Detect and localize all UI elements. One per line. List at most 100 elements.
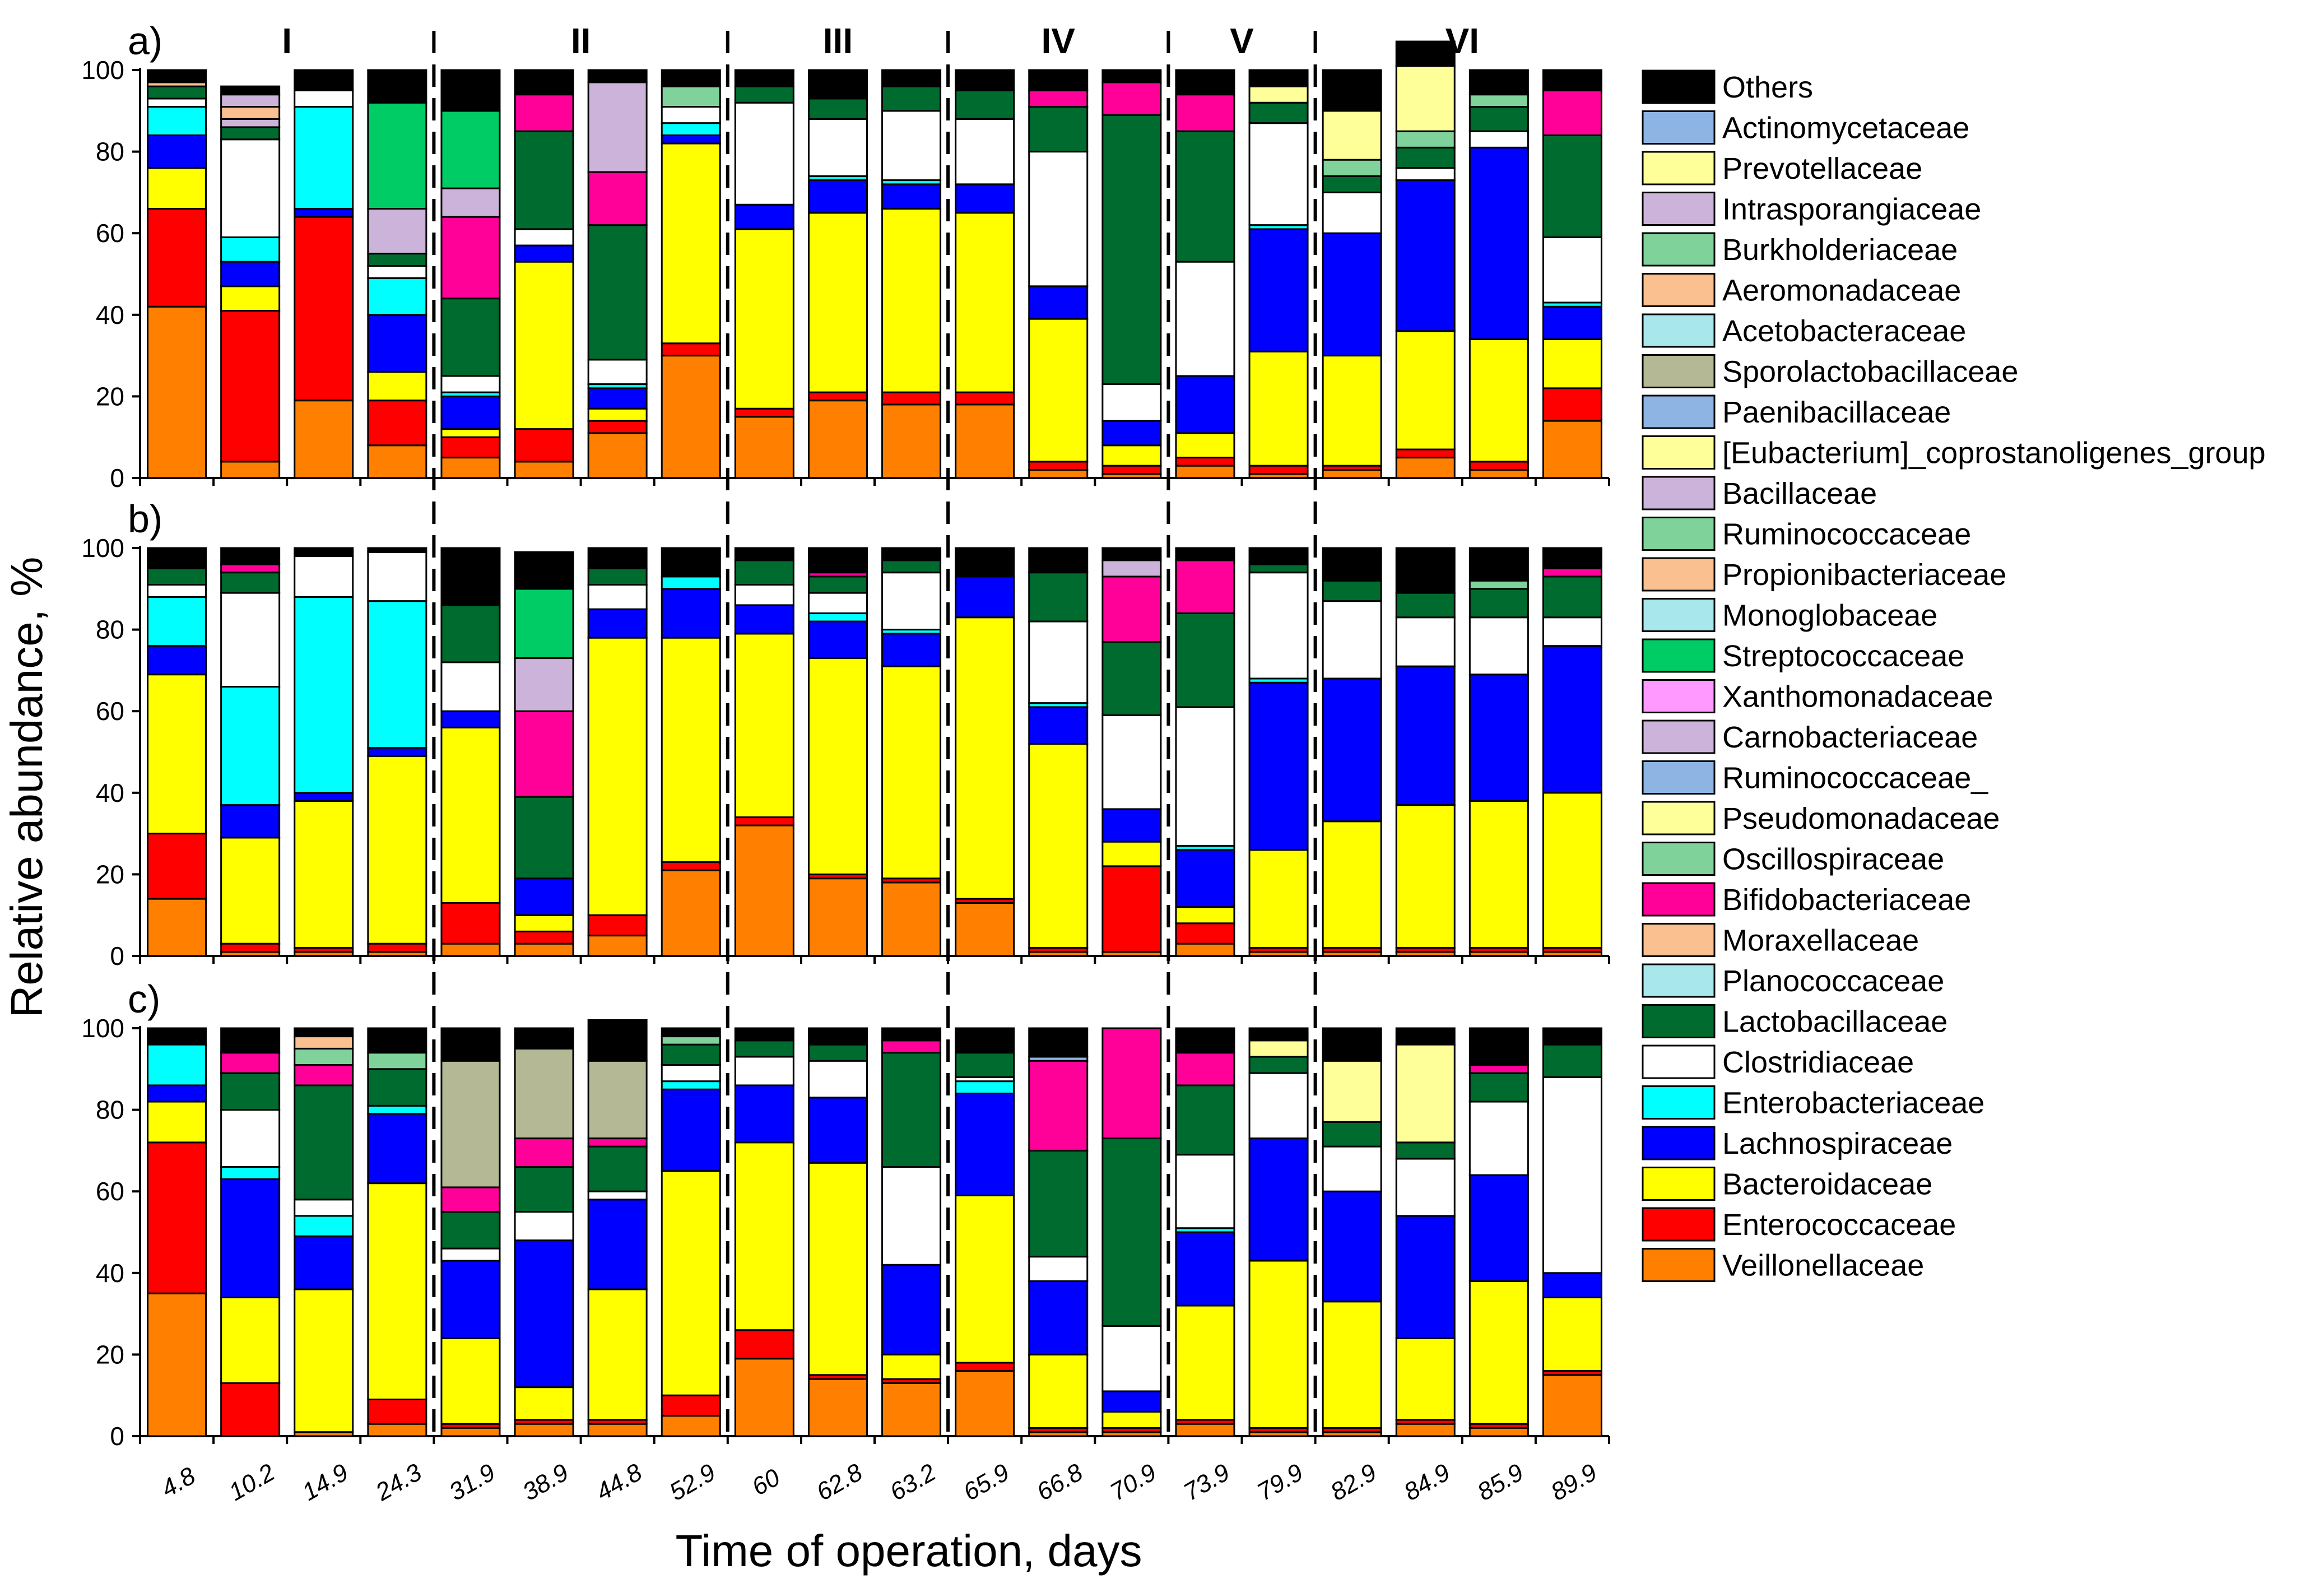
bar-84.9: [1395, 40, 1456, 479]
bar-segment-others: [955, 69, 1015, 91]
bar-segment-lactobacillaceae: [734, 85, 794, 104]
bar-segment-enterococcaceae: [1248, 465, 1309, 475]
bar-segment-veillonellaceae: [1175, 942, 1235, 957]
bar-44.8: [587, 547, 648, 957]
bar-segment-clostridiaceae: [1028, 151, 1089, 287]
bar-segment-veillonellaceae: [807, 877, 868, 957]
bar-segment-veillonellaceae: [881, 1382, 942, 1437]
bar-89.9: [1542, 547, 1602, 957]
bar-segment-lachnospiraceae: [1468, 1174, 1529, 1282]
bar-segment-others: [1028, 547, 1089, 574]
bar-segment-ruminococcaceae: [1395, 130, 1456, 148]
bar-4.8: [147, 547, 207, 957]
bar-segment-others: [147, 1027, 207, 1046]
bar-segment-veillonellaceae: [881, 403, 942, 479]
bar-segment-lachnospiraceae: [1468, 146, 1529, 340]
bar-segment-propionibacteriaceae: [220, 106, 281, 120]
bar-segment-lachnospiraceae: [220, 261, 281, 287]
bar-segment-others: [147, 69, 207, 83]
bar-segment-others: [1542, 1027, 1602, 1046]
bar-segment-enterococcaceae: [661, 861, 721, 871]
bar-segment-lactobacillaceae: [587, 224, 648, 361]
bar-segment-clostridiaceae: [1395, 167, 1456, 182]
panel-c: c) 0 20 40 60 80 100: [81, 977, 1610, 1451]
legend-label: Actinomycetaceae: [1722, 112, 1969, 145]
bar-segment-veillonellaceae: [807, 400, 868, 479]
legend: Others Actinomycetaceae Prevotellaceae Intr…: [1642, 69, 2266, 1283]
bar-segment-clostridiaceae: [440, 661, 501, 712]
legend-item-moraxellaceae: Moraxellaceae: [1642, 923, 1919, 958]
bar-segment-bacteroidaceae: [587, 637, 648, 916]
bar-segment-carnobacteriaceae: [587, 81, 648, 173]
bar-segment-clostridiaceae: [1101, 714, 1162, 810]
bar-segment-others: [294, 1027, 354, 1038]
bar-segment-bacteroidaceae: [1175, 432, 1235, 459]
bar-14.9: [294, 69, 354, 479]
bar-segment-lactobacillaceae: [1028, 1149, 1089, 1258]
bar-segment-lactobacillaceae: [881, 559, 942, 574]
legend-label: Prevotellaceae: [1722, 152, 1922, 185]
bar-segment-bifidobacteriaceae: [514, 94, 574, 132]
bar-segment-others: [661, 1027, 721, 1038]
bar-segment-lactobacillaceae: [220, 572, 281, 594]
bar-segment-burkholderiaceae: [661, 1036, 721, 1046]
bar-segment-bifidobacteriaceae: [1542, 567, 1602, 578]
bar-segment-clostridiaceae: [294, 555, 354, 598]
bar-segment-lactobacillaceae: [1175, 130, 1235, 263]
bar-segment-lachnospiraceae: [514, 877, 574, 916]
legend-item-lachnospiraceae: Lachnospiraceae: [1642, 1126, 1953, 1160]
legend-item-bacteroidaceae: Bacteroidaceae: [1642, 1167, 1932, 1201]
bar-segment-bacteroidaceae: [147, 674, 207, 835]
bar-segment-clostridiaceae: [514, 1211, 574, 1242]
bar-segment-carnobacteriaceae: [220, 118, 281, 128]
bar-65.9: [955, 1027, 1015, 1437]
bar-segment-others: [1322, 1027, 1382, 1062]
bar-segment-bacillaceae: [220, 94, 281, 108]
bar-84.9: [1395, 547, 1456, 957]
bar-segment-clostridiaceae: [807, 118, 868, 177]
bar-segment-others: [1542, 547, 1602, 569]
legend-label: [Eubacterium]_coprostanoligenes_group: [1722, 437, 2266, 470]
bar-segment-lactobacillaceae: [1248, 563, 1309, 574]
bar-segment-enterococcaceae: [1395, 448, 1456, 459]
bar-segment-bacteroidaceae: [1468, 338, 1529, 463]
bar-segment-bacteroidaceae: [440, 726, 501, 904]
bar-segment-veillonellaceae: [587, 935, 648, 957]
bar-segment-enterobacteriaceae: [661, 122, 721, 136]
bar-segment-lactobacillaceae: [587, 567, 648, 586]
legend-label: Propionibacteriaceae: [1722, 558, 2006, 592]
bar-segment-veillonellaceae: [514, 461, 574, 479]
legend-label: Ruminococcaceae: [1722, 518, 1971, 551]
bar-73.9: [1175, 547, 1235, 957]
bar-segment-clostridiaceae: [1322, 191, 1382, 234]
bar-segment-enterobacteriaceae: [294, 1215, 354, 1237]
bar-segment-bacteroidaceae: [514, 261, 574, 430]
bar-segment-bacteroidaceae: [661, 1170, 721, 1396]
bar-segment-enterobacteriaceae: [220, 1166, 281, 1180]
bar-79.9: [1248, 547, 1309, 957]
phase-label-V: V: [1230, 21, 1254, 61]
bar-segment-bacteroidaceae: [1395, 804, 1456, 949]
bar-segment-veillonellaceae: [734, 416, 794, 479]
bar-segment-clostridiaceae: [1542, 236, 1602, 304]
phase-label-III: III: [823, 21, 853, 61]
y-tick-label: 100: [81, 533, 124, 563]
legend-swatch: [1642, 517, 1716, 551]
bar-62.8: [807, 1027, 868, 1437]
bar-segment-veillonellaceae: [440, 942, 501, 957]
x-tick-label: 89.9: [1546, 1459, 1602, 1506]
bar-segment-others: [1028, 69, 1089, 91]
legend-swatch: [1642, 842, 1716, 876]
bar-segment-others: [881, 69, 942, 87]
bar-segment-bacteroidaceae: [367, 1182, 427, 1400]
legend-swatch: [1642, 313, 1716, 348]
bar-segment-others: [1395, 1027, 1456, 1046]
bar-segment-lachnospiraceae: [661, 134, 721, 145]
legend-item-bacillaceae: Bacillaceae: [1642, 476, 1877, 510]
bar-segment-bifidobacteriaceae: [1028, 89, 1089, 108]
bar-segment-enterobacteriaceae: [367, 277, 427, 316]
legend-label: Lactobacillaceae: [1722, 1005, 1947, 1039]
legend-item-sporolactobacillaceae: Sporolactobacillaceae: [1642, 354, 2018, 389]
bar-segment-lachnospiraceae: [1322, 677, 1382, 823]
legend-swatch: [1642, 719, 1716, 754]
